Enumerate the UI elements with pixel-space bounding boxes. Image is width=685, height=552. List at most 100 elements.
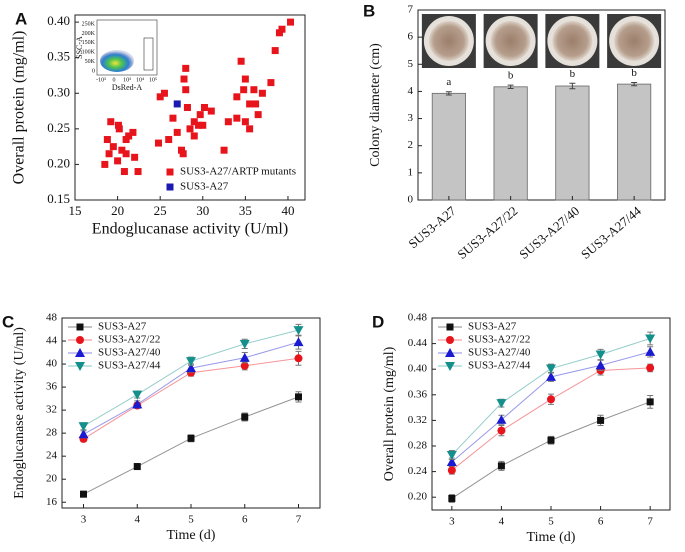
marker xyxy=(196,111,204,119)
legend-marker xyxy=(76,323,84,331)
panel-label: B xyxy=(363,1,375,20)
y-tick-label: 2 xyxy=(408,139,414,151)
legend-label: SUS3-A27/22 xyxy=(468,334,530,346)
legend-label: SUS3-A27/22 xyxy=(98,334,160,346)
inset-x-tick: 10³ xyxy=(123,77,131,83)
inset-x-tick: 10⁵ xyxy=(149,77,157,83)
marker xyxy=(241,75,249,83)
y-tick-label: 0.40 xyxy=(47,13,70,28)
x-tick-label: 4 xyxy=(499,516,505,528)
marker xyxy=(78,429,89,439)
inset-y-tick: 200K xyxy=(82,31,96,37)
bar xyxy=(555,85,590,201)
marker xyxy=(546,371,556,381)
x-tick-label: 35 xyxy=(239,203,252,218)
marker xyxy=(254,111,262,119)
marker xyxy=(293,326,304,336)
marker xyxy=(448,494,456,502)
marker xyxy=(293,337,304,347)
colony xyxy=(490,21,531,61)
inset-x-tick: 10⁴ xyxy=(136,77,144,83)
marker xyxy=(122,136,130,144)
y-axis-label: Endoglucanase activity (U/ml) xyxy=(12,327,27,499)
inset-density xyxy=(100,50,134,72)
marker xyxy=(278,25,286,33)
y-axis-label: Colony diameter (cm) xyxy=(368,43,383,167)
significance-letter: b xyxy=(508,70,514,82)
marker xyxy=(118,146,126,154)
x-tick-label: 3 xyxy=(81,514,87,526)
y-tick-label: 0.20 xyxy=(408,491,428,503)
marker xyxy=(547,436,555,444)
marker xyxy=(187,434,195,442)
x-tick-label: 30 xyxy=(196,203,209,218)
y-axis-label: Overall protein (mg/ml) xyxy=(11,31,28,185)
x-tick-label: 40 xyxy=(281,203,294,218)
legend-label: SUS3-A27/44 xyxy=(468,360,531,372)
marker xyxy=(173,128,181,136)
marker xyxy=(497,462,505,470)
y-tick-label: 4 xyxy=(408,85,414,97)
marker xyxy=(497,426,506,435)
series-line xyxy=(451,367,651,471)
marker xyxy=(132,390,143,400)
marker xyxy=(154,139,162,147)
legend-marker xyxy=(166,168,174,176)
marker xyxy=(595,360,606,370)
x-tick-label: 7 xyxy=(647,516,653,528)
marker xyxy=(595,350,606,360)
marker xyxy=(646,363,655,372)
marker xyxy=(239,352,250,362)
legend-marker xyxy=(445,362,455,371)
marker xyxy=(275,29,283,37)
marker xyxy=(115,125,123,133)
significance-letter: a xyxy=(446,76,451,88)
plot-frame xyxy=(74,14,306,201)
marker xyxy=(252,100,260,108)
marker xyxy=(250,86,258,94)
bar xyxy=(431,92,466,201)
marker xyxy=(186,363,196,373)
y-tick-label: 20 xyxy=(46,473,58,485)
inset-x-tick: 0 xyxy=(113,77,116,83)
marker xyxy=(133,463,141,471)
colony xyxy=(552,21,593,61)
marker xyxy=(132,399,143,409)
y-tick-label: 24 xyxy=(46,450,58,462)
marker xyxy=(180,75,188,83)
marker xyxy=(105,150,113,158)
y-tick-label: 0.20 xyxy=(47,155,70,170)
inset-y-tick: 250K xyxy=(82,21,96,27)
inset-gate xyxy=(143,37,154,71)
legend-label: SUS3-A27 xyxy=(468,321,517,333)
marker xyxy=(447,466,456,475)
x-tick-label: 5 xyxy=(548,516,554,528)
panel-label: D xyxy=(372,312,384,331)
y-tick-label: 0.35 xyxy=(47,49,70,64)
x-tick-label: 4 xyxy=(135,514,141,526)
marker xyxy=(220,146,228,154)
x-tick-label: 25 xyxy=(154,203,167,218)
x-axis-label: Time (d) xyxy=(167,528,216,543)
y-tick-label: 1 xyxy=(408,166,414,178)
marker xyxy=(109,143,117,151)
legend-label: SUS3-A27/ARTP mutants xyxy=(180,166,296,178)
inset-y-tick: 150K xyxy=(82,40,96,46)
marker xyxy=(646,398,654,406)
x-tick-label: 5 xyxy=(188,514,194,526)
marker xyxy=(240,361,249,370)
x-tick-label: 6 xyxy=(598,516,604,528)
marker xyxy=(114,157,122,165)
marker xyxy=(78,422,89,432)
x-tick-label: SUS3-A27/40 xyxy=(516,203,582,262)
marker xyxy=(199,121,207,129)
marker xyxy=(186,357,196,367)
y-tick-label: 6 xyxy=(408,31,414,43)
marker xyxy=(186,125,194,133)
y-axis-label: Overall protein (mg/ml) xyxy=(382,346,397,481)
marker xyxy=(190,132,198,140)
inset-x-tick: -10³ xyxy=(96,77,106,83)
marker xyxy=(496,414,507,424)
marker xyxy=(200,104,208,111)
